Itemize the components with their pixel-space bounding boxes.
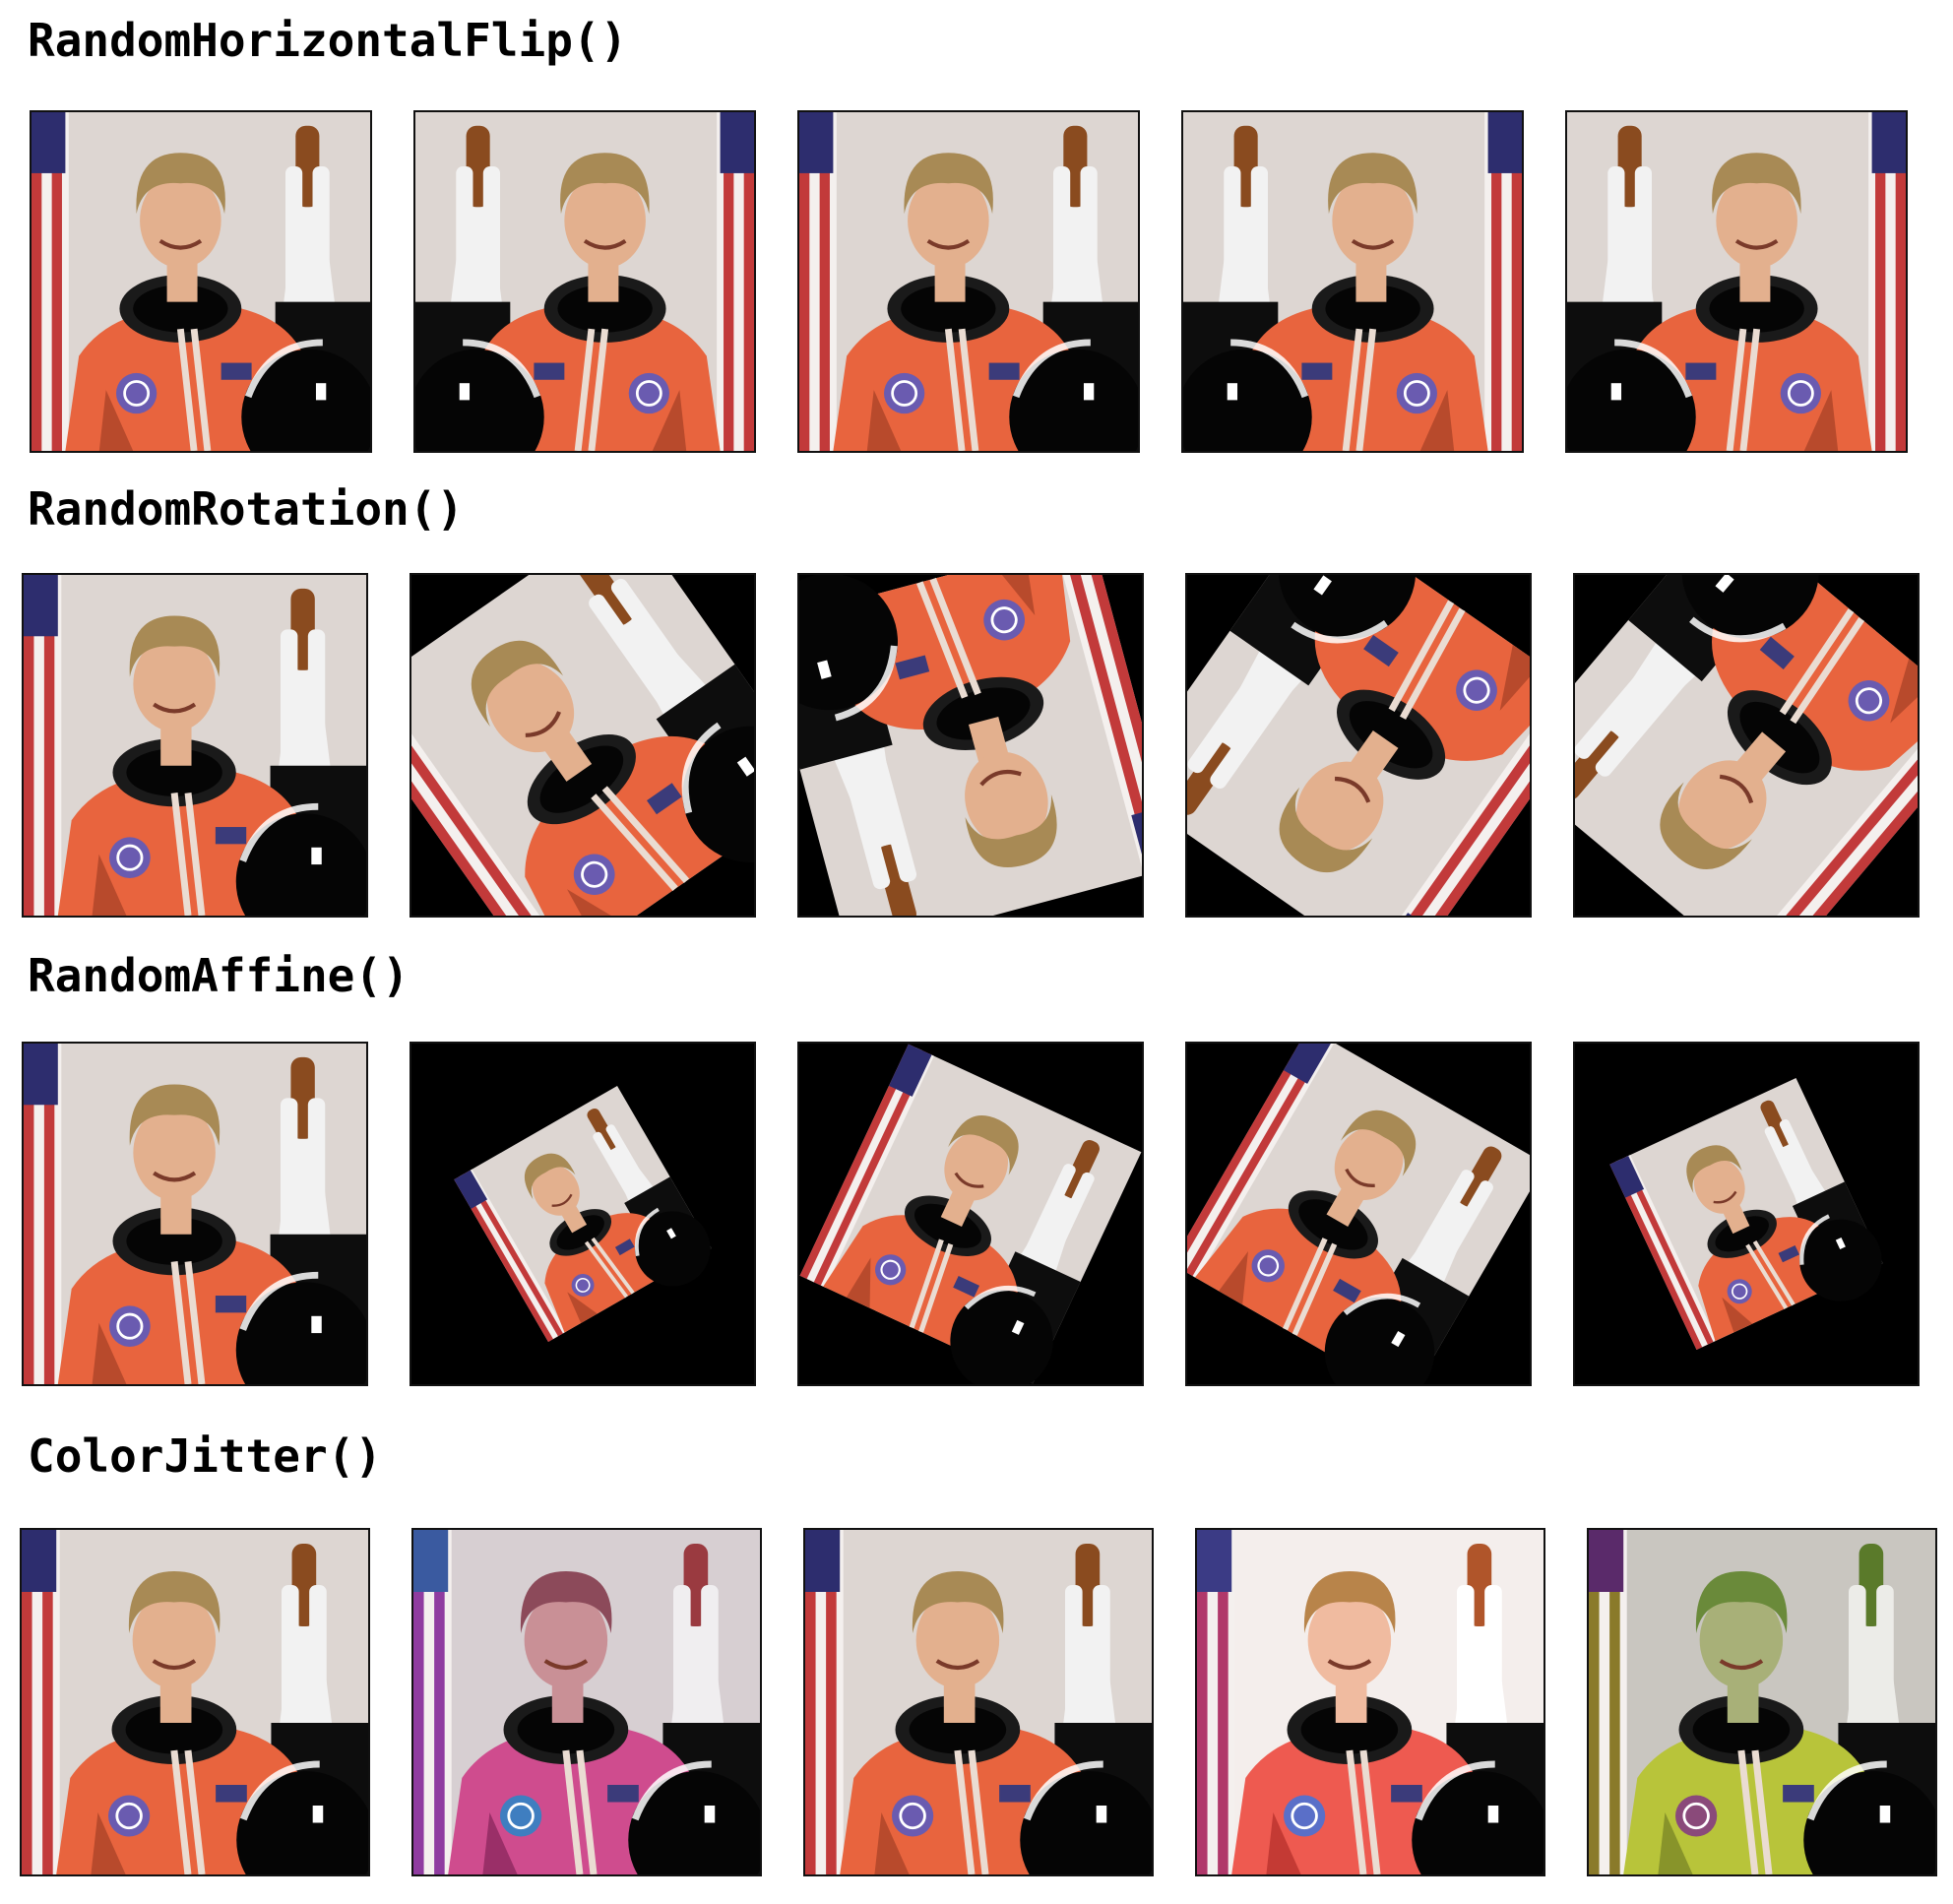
image-tile (1187, 575, 1530, 916)
image-tile (1183, 112, 1522, 451)
image-tile (32, 112, 370, 451)
astronaut-photo (1187, 575, 1530, 916)
astronaut-photo (411, 575, 754, 916)
image-tile (411, 1044, 754, 1384)
astronaut-photo (413, 1530, 760, 1874)
astronaut-photo (1567, 112, 1906, 451)
image-tile (805, 1530, 1152, 1874)
section-title-random-horizontal-flip: RandomHorizontalFlip() (28, 14, 628, 67)
astronaut-photo (1589, 1530, 1935, 1874)
image-tile (413, 1530, 760, 1874)
image-tile (1575, 575, 1918, 916)
section-title-random-rotation: RandomRotation() (28, 482, 465, 536)
image-tile (799, 575, 1142, 916)
image-tile (799, 1044, 1142, 1384)
astronaut-photo (1575, 1044, 1918, 1384)
astronaut-photo (24, 1044, 366, 1384)
section-title-color-jitter: ColorJitter() (28, 1429, 383, 1483)
image-tile (1567, 112, 1906, 451)
astronaut-photo (799, 112, 1138, 451)
image-tile (1197, 1530, 1544, 1874)
astronaut-photo (805, 1530, 1152, 1874)
image-tile (24, 1044, 366, 1384)
image-tile (1187, 1044, 1530, 1384)
astronaut-photo (24, 575, 366, 916)
astronaut-photo (415, 112, 754, 451)
astronaut-photo (799, 1044, 1142, 1384)
astronaut-photo (1197, 1530, 1544, 1874)
astronaut-photo (22, 1530, 368, 1874)
image-tile (1575, 1044, 1918, 1384)
section-title-random-affine: RandomAffine() (28, 949, 410, 1002)
astronaut-photo (1183, 112, 1522, 451)
image-tile (411, 575, 754, 916)
astronaut-photo (1575, 575, 1918, 916)
astronaut-photo (32, 112, 370, 451)
astronaut-photo (1187, 1044, 1530, 1384)
astronaut-photo (411, 1044, 754, 1384)
image-tile (1589, 1530, 1935, 1874)
astronaut-photo (799, 575, 1142, 916)
image-tile (22, 1530, 368, 1874)
image-tile (415, 112, 754, 451)
image-tile (24, 575, 366, 916)
image-tile (799, 112, 1138, 451)
